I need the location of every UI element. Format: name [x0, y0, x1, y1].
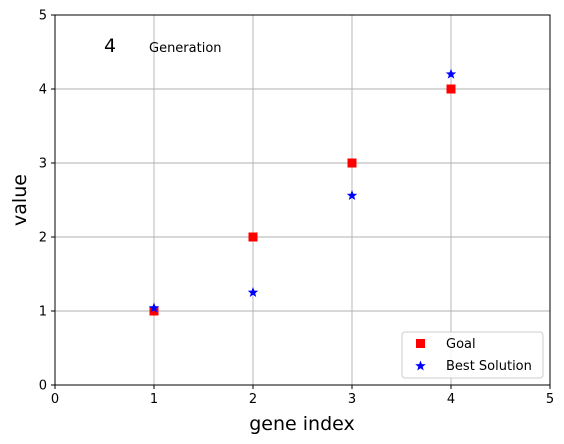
legend-goal-label: Goal — [446, 337, 476, 352]
plot-frame — [54, 14, 551, 386]
legend-best-solution-label: Best Solution — [446, 359, 532, 374]
y-tick-label: 2 — [39, 231, 47, 246]
goal-point — [446, 84, 456, 94]
generation-label: Generation — [149, 41, 222, 56]
x-tick-label: 0 — [51, 392, 59, 407]
goal-point — [347, 158, 357, 168]
goal-point — [248, 232, 258, 242]
y-tick-label: 0 — [39, 379, 47, 394]
axis-ticks: 0 1 2 3 4 5 0 1 2 3 4 5 — [39, 9, 554, 408]
y-tick-label: 3 — [39, 157, 47, 172]
y-tick-label: 1 — [39, 305, 47, 320]
legend-goal-marker — [416, 339, 425, 348]
x-tick-label: 4 — [447, 392, 455, 407]
x-tick-label: 2 — [249, 392, 257, 407]
y-tick-label: 4 — [39, 83, 47, 98]
best-solution-point — [445, 68, 457, 79]
generation-number: 4 — [104, 35, 116, 57]
y-tick-label: 5 — [39, 9, 47, 24]
best-solution-point — [148, 302, 160, 313]
x-tick-label: 3 — [348, 392, 356, 407]
data-marks — [148, 68, 457, 316]
goal-point — [149, 306, 159, 316]
grid-lines — [55, 15, 550, 385]
x-tick-label: 1 — [150, 392, 158, 407]
legend-box — [401, 331, 544, 379]
x-tick-label: 5 — [546, 392, 554, 407]
best-solution-point — [346, 190, 358, 201]
x-axis-label: gene index — [249, 413, 355, 435]
legend: Goal Best Solution — [401, 331, 544, 379]
y-axis-label: value — [9, 174, 31, 226]
legend-best-solution-marker — [415, 360, 426, 371]
best-solution-point — [247, 287, 259, 297]
